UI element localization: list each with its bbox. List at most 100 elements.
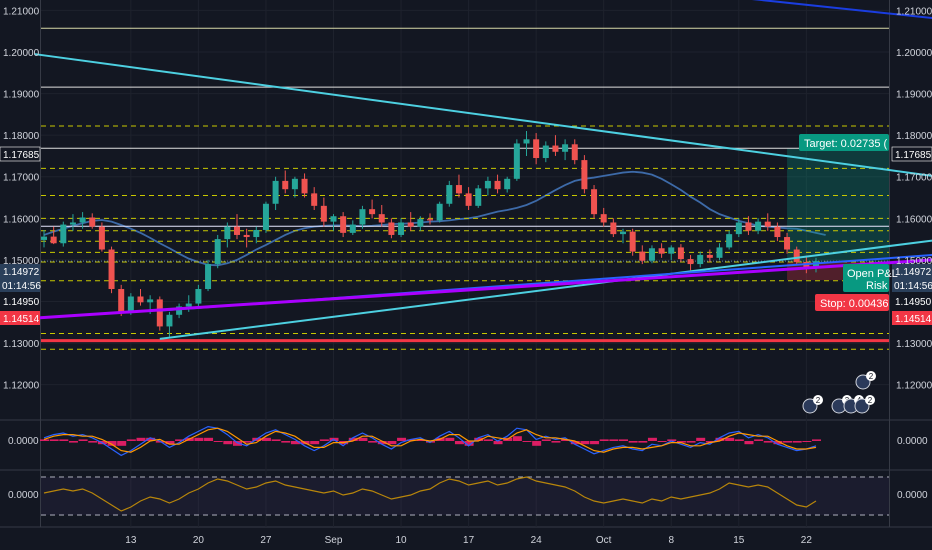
candle-body <box>764 221 771 227</box>
histogram-bar <box>744 441 754 445</box>
pane-frame <box>0 0 932 528</box>
histogram-bar <box>319 439 329 441</box>
histogram-bar <box>619 439 628 441</box>
candle-body <box>687 259 694 265</box>
candle-body <box>716 247 723 258</box>
candle-body <box>147 299 154 303</box>
candle-body <box>156 299 163 327</box>
candle-body <box>726 234 733 248</box>
target-badge-right-text: 1.17685 <box>895 150 932 161</box>
time-tick-label: Sep <box>325 535 343 546</box>
candle-body <box>388 222 395 235</box>
time-tick-label: 13 <box>125 535 137 546</box>
histogram-bar <box>676 441 686 443</box>
candle-body <box>89 217 96 227</box>
histogram-bar <box>117 441 127 446</box>
histogram-bar <box>271 439 281 441</box>
price-tick-label: 1.13000 <box>3 339 40 350</box>
candle-body <box>398 222 405 235</box>
candle-body <box>774 226 781 238</box>
histogram-bar <box>445 437 455 441</box>
stop-left-text: 1.14514 <box>3 314 40 325</box>
event-marker-icon <box>855 374 871 390</box>
candle-body <box>118 289 125 312</box>
candle-body <box>205 264 212 290</box>
candle-body <box>735 222 742 235</box>
candle-body <box>629 231 636 252</box>
histogram-bar <box>242 441 252 443</box>
event-count-bubble <box>865 395 875 405</box>
price-tick-label: 1.13000 <box>896 339 932 350</box>
event-markers[interactable]: 23422 <box>802 371 876 414</box>
histogram-bar <box>638 441 648 443</box>
histogram-bar <box>783 441 793 443</box>
osc1-zero-label-right: 0.0000 <box>897 436 928 447</box>
histogram-bar <box>561 439 571 441</box>
current-price-right-text: 1.14972 <box>895 267 932 278</box>
osc2-band-fill <box>41 477 889 515</box>
candle-body <box>475 188 482 206</box>
time-tick-label: 8 <box>668 535 674 546</box>
price-tick-label: 1.19000 <box>896 90 932 101</box>
histogram-bar <box>754 439 764 441</box>
candle-body <box>253 229 260 238</box>
candle-body <box>349 224 356 233</box>
candle-body <box>600 214 607 223</box>
candle-body <box>427 219 433 221</box>
level-left-text: 1.14950 <box>3 297 40 308</box>
target-label-text: Target: 0.02735 ( <box>804 138 888 150</box>
price-tick-label: 1.17000 <box>896 173 932 184</box>
risk-text: Risk <box>866 280 888 292</box>
ma-line <box>43 170 826 267</box>
target-badge-left: 1.17685 <box>0 146 41 162</box>
event-count-bubble <box>813 395 823 405</box>
price-tick-label: 1.20000 <box>3 48 40 59</box>
histogram-bar <box>734 439 744 441</box>
time-tick-label: 17 <box>463 535 475 546</box>
histogram-bar <box>667 439 677 441</box>
cyan-uptrend-line <box>159 239 932 340</box>
price-tick-label: 1.18000 <box>896 131 932 142</box>
osc2-zero-label-right: 0.0000 <box>897 490 928 501</box>
candle-body <box>79 217 86 223</box>
moving-average <box>43 170 826 267</box>
histogram-bar <box>609 439 619 441</box>
histogram-bar <box>580 441 590 445</box>
blue-top-line <box>751 0 932 20</box>
candle-body <box>620 231 626 235</box>
histogram-bar <box>705 441 715 443</box>
candle-body <box>262 203 269 230</box>
candle-body <box>340 216 347 233</box>
candle-body <box>446 185 453 204</box>
candle-body <box>455 185 462 194</box>
histogram-bar <box>377 441 387 445</box>
histogram-bar <box>474 437 484 441</box>
histogram-bar <box>406 439 416 441</box>
open-pnl-label[interactable]: Open P&L Risk <box>843 264 898 292</box>
current-price-left-text: 1.14972 <box>3 267 40 278</box>
histogram-bar <box>40 439 49 441</box>
histogram-bar <box>715 437 725 441</box>
candle-body <box>504 178 511 190</box>
candle-body <box>243 234 250 238</box>
candle-body <box>359 209 366 225</box>
candle-body <box>137 296 144 303</box>
histogram-bar <box>194 437 204 441</box>
countdown-badge-right: 01:14:56 <box>892 278 932 292</box>
histogram-bar <box>454 441 464 445</box>
candle-body <box>542 145 549 159</box>
target-badge-right: 1.17685 <box>891 146 932 162</box>
time-tick-label: 10 <box>395 535 407 546</box>
target-label[interactable]: Target: 0.02735 ( <box>799 134 889 151</box>
event-marker-icon <box>802 398 818 414</box>
histogram-bar <box>397 437 407 441</box>
candle-body <box>658 248 665 254</box>
histogram-bar <box>68 441 78 443</box>
stop-label[interactable]: Stop: 0.00436 <box>815 294 889 311</box>
histogram-bar <box>78 439 88 441</box>
event-count-label: 2 <box>869 372 874 381</box>
price-tick-label: 1.12000 <box>3 381 40 392</box>
candle-body <box>185 303 192 307</box>
